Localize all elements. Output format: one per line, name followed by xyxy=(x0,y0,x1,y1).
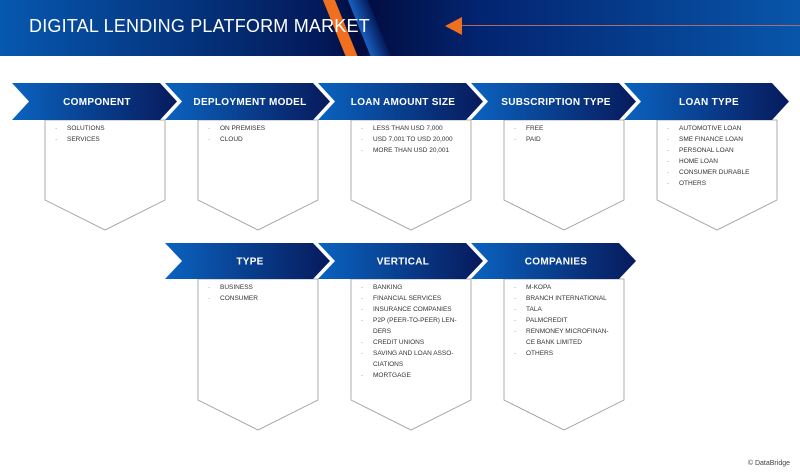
bullet-icon: · xyxy=(667,180,669,187)
bullet-icon: · xyxy=(667,125,669,132)
bullet-icon: · xyxy=(667,169,669,176)
segment-item: M-KOPA xyxy=(526,284,552,291)
segment-item: SERVICES xyxy=(67,136,100,143)
segment-vertical: VERTICAL · BANKING · FINANCIAL SERVICES · INSU… xyxy=(318,243,483,431)
segment-component: COMPONENT · SOLUTIONS · SERVICES xyxy=(12,83,177,231)
page-title: DIGITAL LENDING PLATFORM MARKET xyxy=(29,16,370,36)
segment-item: CIATIONS xyxy=(373,361,404,368)
bullet-icon: · xyxy=(361,339,363,346)
bullet-icon: · xyxy=(667,136,669,143)
segment-item: USD 7,001 TO USD 20,000 xyxy=(373,136,453,143)
bullet-icon: · xyxy=(361,306,363,313)
segment-card xyxy=(197,119,319,231)
segment-title: LOAN TYPE xyxy=(679,97,739,108)
bullet-icon: · xyxy=(514,284,516,291)
bullet-icon: · xyxy=(667,147,669,154)
bullet-icon: · xyxy=(361,125,363,132)
segment-companies: COMPANIES · M-KOPA · BRANCH INTERNATIONAL · TA… xyxy=(471,243,636,431)
segment-card xyxy=(503,119,625,231)
arrow-line xyxy=(460,25,800,26)
segment-title: COMPONENT xyxy=(63,97,131,108)
bullet-icon: · xyxy=(55,136,57,143)
segment-loan-type: LOAN TYPE · AUTOMOTIVE LOAN · SME FINANCE LO… xyxy=(624,83,789,231)
segment-item: PERSONAL LOAN xyxy=(679,147,734,154)
bullet-icon: · xyxy=(208,136,210,143)
segment-item: SME FINANCE LOAN xyxy=(679,136,743,143)
bullet-icon: · xyxy=(514,136,516,143)
bullet-icon: · xyxy=(208,284,210,291)
segment-item: LESS THAN USD 7,000 xyxy=(373,125,443,132)
segment-header-chevron xyxy=(471,83,636,120)
segment-item: TALA xyxy=(526,306,542,313)
bullet-icon: · xyxy=(55,125,57,132)
segment-item: CREDIT UNIONS xyxy=(373,339,425,346)
bullet-icon: · xyxy=(361,350,363,357)
segment-header-chevron xyxy=(318,83,483,120)
segment-item: OTHERS xyxy=(526,350,554,357)
segment-header-chevron xyxy=(165,243,330,279)
segment-deployment-model: DEPLOYMENT MODEL · ON PREMISES · CLOUD xyxy=(165,83,330,231)
segment-item: ON PREMISES xyxy=(220,125,266,132)
segment-header-chevron xyxy=(12,83,177,120)
segment-item: BUSINESS xyxy=(220,284,254,291)
bullet-icon: · xyxy=(514,306,516,313)
segment-header-chevron xyxy=(318,243,483,279)
bullet-icon: · xyxy=(514,125,516,132)
segment-header-chevron xyxy=(624,83,789,120)
segment-header-chevron xyxy=(165,83,330,120)
segment-item: P2P (PEER-TO-PEER) LEN- xyxy=(373,317,457,324)
bullet-icon: · xyxy=(514,317,516,324)
bullet-icon: · xyxy=(208,125,210,132)
segment-title: SUBSCRIPTION TYPE xyxy=(501,97,611,108)
segment-item: OTHERS xyxy=(679,180,707,187)
segment-item: FINANCIAL SERVICES xyxy=(373,295,442,302)
segment-title: COMPANIES xyxy=(525,257,588,268)
segment-item: CLOUD xyxy=(220,136,243,143)
segment-loan-amount-size: LOAN AMOUNT SIZE · LESS THAN USD 7,000 · USD… xyxy=(318,83,483,231)
arrow-left-icon xyxy=(445,17,462,35)
segment-item: AUTOMOTIVE LOAN xyxy=(679,125,742,132)
copyright: © DataBridge xyxy=(747,460,790,467)
segment-card xyxy=(197,278,319,431)
segment-item: RENMONEY MICROFINAN- xyxy=(526,328,609,335)
segment-title: LOAN AMOUNT SIZE xyxy=(351,97,455,108)
segment-item: FREE xyxy=(526,125,544,132)
segment-item: PAID xyxy=(526,136,541,143)
bullet-icon: · xyxy=(514,295,516,302)
segment-item: PALMCREDIT xyxy=(526,317,567,324)
segment-item: CONSUMER xyxy=(220,295,258,302)
segment-subscription-type: SUBSCRIPTION TYPE · FREE · PAID xyxy=(471,83,636,231)
segment-item: SOLUTIONS xyxy=(67,125,105,132)
bullet-icon: · xyxy=(208,295,210,302)
segment-item: MORTGAGE xyxy=(373,372,411,379)
segment-header-chevron xyxy=(471,243,636,279)
segment-title: VERTICAL xyxy=(377,257,429,268)
bullet-icon: · xyxy=(514,350,516,357)
bullet-icon: · xyxy=(361,136,363,143)
segment-title: DEPLOYMENT MODEL xyxy=(193,97,306,108)
bullet-icon: · xyxy=(361,317,363,324)
header-banner: DIGITAL LENDING PLATFORM MARKET xyxy=(0,0,800,56)
segment-item: MORE THAN USD 20,001 xyxy=(373,147,449,154)
bullet-icon: · xyxy=(667,158,669,165)
segment-item: DERS xyxy=(373,328,392,335)
segment-item: SAVING AND LOAN ASSO- xyxy=(373,350,453,357)
segment-item: BRANCH INTERNATIONAL xyxy=(526,295,607,302)
segment-item: CE BANK LIMITED xyxy=(526,339,582,346)
segment-item: INSURANCE COMPANIES xyxy=(373,306,452,313)
segment-title: TYPE xyxy=(236,257,263,268)
bullet-icon: · xyxy=(361,284,363,291)
segment-item: CONSUMER DURABLE xyxy=(679,169,750,176)
bullet-icon: · xyxy=(361,295,363,302)
segment-item: BANKING xyxy=(373,284,402,291)
segment-item: HOME LOAN xyxy=(679,158,718,165)
segment-card xyxy=(44,119,166,231)
bullet-icon: · xyxy=(361,372,363,379)
segment-type: TYPE · BUSINESS · CONSUMER xyxy=(165,243,330,431)
bullet-icon: · xyxy=(361,147,363,154)
bullet-icon: · xyxy=(514,328,516,335)
